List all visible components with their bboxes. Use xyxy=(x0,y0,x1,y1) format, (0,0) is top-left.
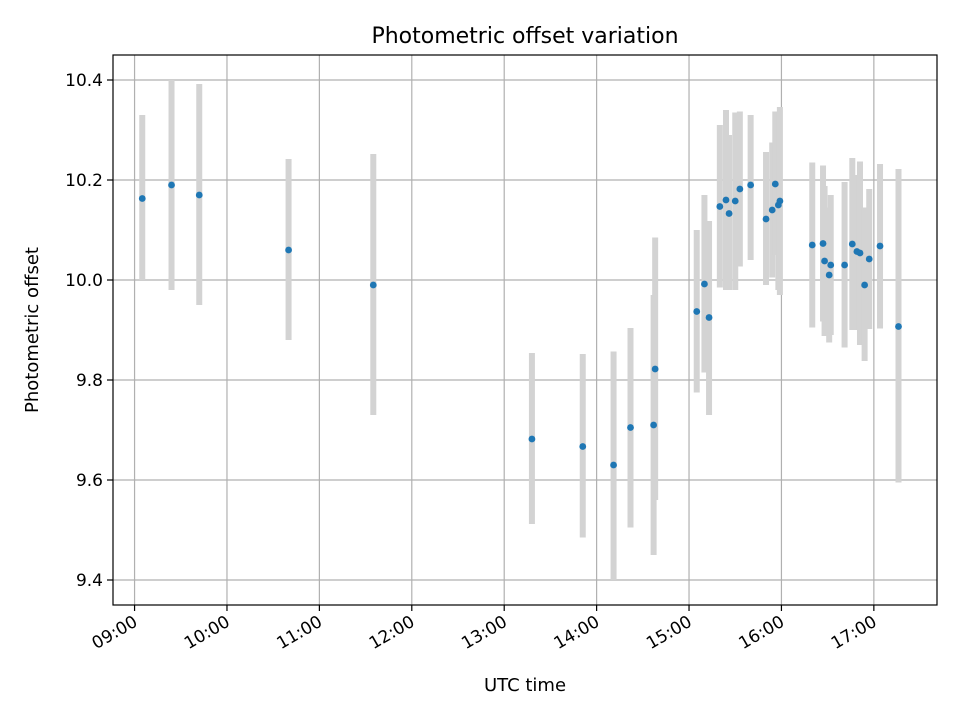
data-points xyxy=(138,180,902,469)
data-point xyxy=(725,210,733,217)
data-point xyxy=(285,246,292,254)
data-point xyxy=(701,280,708,288)
data-point xyxy=(610,461,617,469)
data-point xyxy=(747,181,755,189)
data-point xyxy=(841,261,848,269)
data-point xyxy=(827,261,835,269)
data-point xyxy=(848,240,856,248)
data-point xyxy=(768,206,776,214)
x-axis-label: UTC time xyxy=(484,675,566,696)
data-point xyxy=(819,240,827,247)
y-tick-label: 9.4 xyxy=(76,571,103,591)
data-point xyxy=(856,249,864,257)
chart-title: Photometric offset variation xyxy=(371,24,678,49)
data-point xyxy=(627,424,634,431)
data-point xyxy=(650,421,658,429)
data-point xyxy=(776,197,784,205)
plot-frame xyxy=(112,54,938,606)
y-tick-label: 9.6 xyxy=(76,471,103,491)
data-point xyxy=(138,195,146,202)
data-point xyxy=(762,215,770,223)
plot-area xyxy=(113,55,937,605)
data-point xyxy=(528,435,536,443)
y-axis-ticks: 9.4 9.6 9.8 10.0 10.2 10.4 xyxy=(65,71,113,591)
y-tick-label: 10.4 xyxy=(65,71,103,91)
data-point xyxy=(736,185,744,193)
y-tick-label: 10.0 xyxy=(65,271,103,291)
data-point xyxy=(168,181,175,189)
data-point xyxy=(865,255,873,263)
data-point xyxy=(808,241,816,249)
y-tick-label: 9.8 xyxy=(76,371,103,391)
data-point xyxy=(195,191,203,199)
y-tick-label: 10.2 xyxy=(65,171,103,191)
data-point xyxy=(771,180,779,188)
data-point xyxy=(722,196,730,204)
data-point xyxy=(731,197,739,205)
data-point xyxy=(821,257,828,265)
data-point xyxy=(876,242,884,250)
data-point xyxy=(716,203,724,210)
data-point xyxy=(861,281,869,289)
data-point xyxy=(651,365,659,373)
data-point xyxy=(579,443,587,450)
data-point xyxy=(705,314,713,321)
data-point xyxy=(895,323,902,330)
data-point xyxy=(825,271,833,279)
data-point xyxy=(369,281,377,289)
y-axis-label: Photometric offset xyxy=(22,247,43,413)
data-point xyxy=(693,308,701,315)
